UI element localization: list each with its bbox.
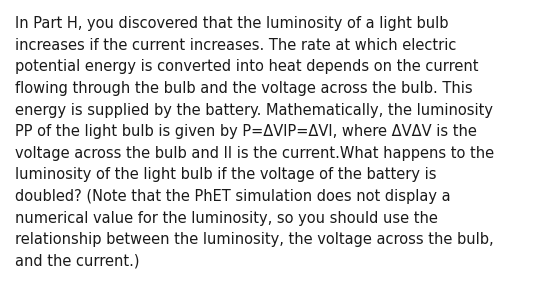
Text: In Part H, you discovered that the luminosity of a light bulb
increases if the c: In Part H, you discovered that the lumin… — [15, 16, 494, 269]
